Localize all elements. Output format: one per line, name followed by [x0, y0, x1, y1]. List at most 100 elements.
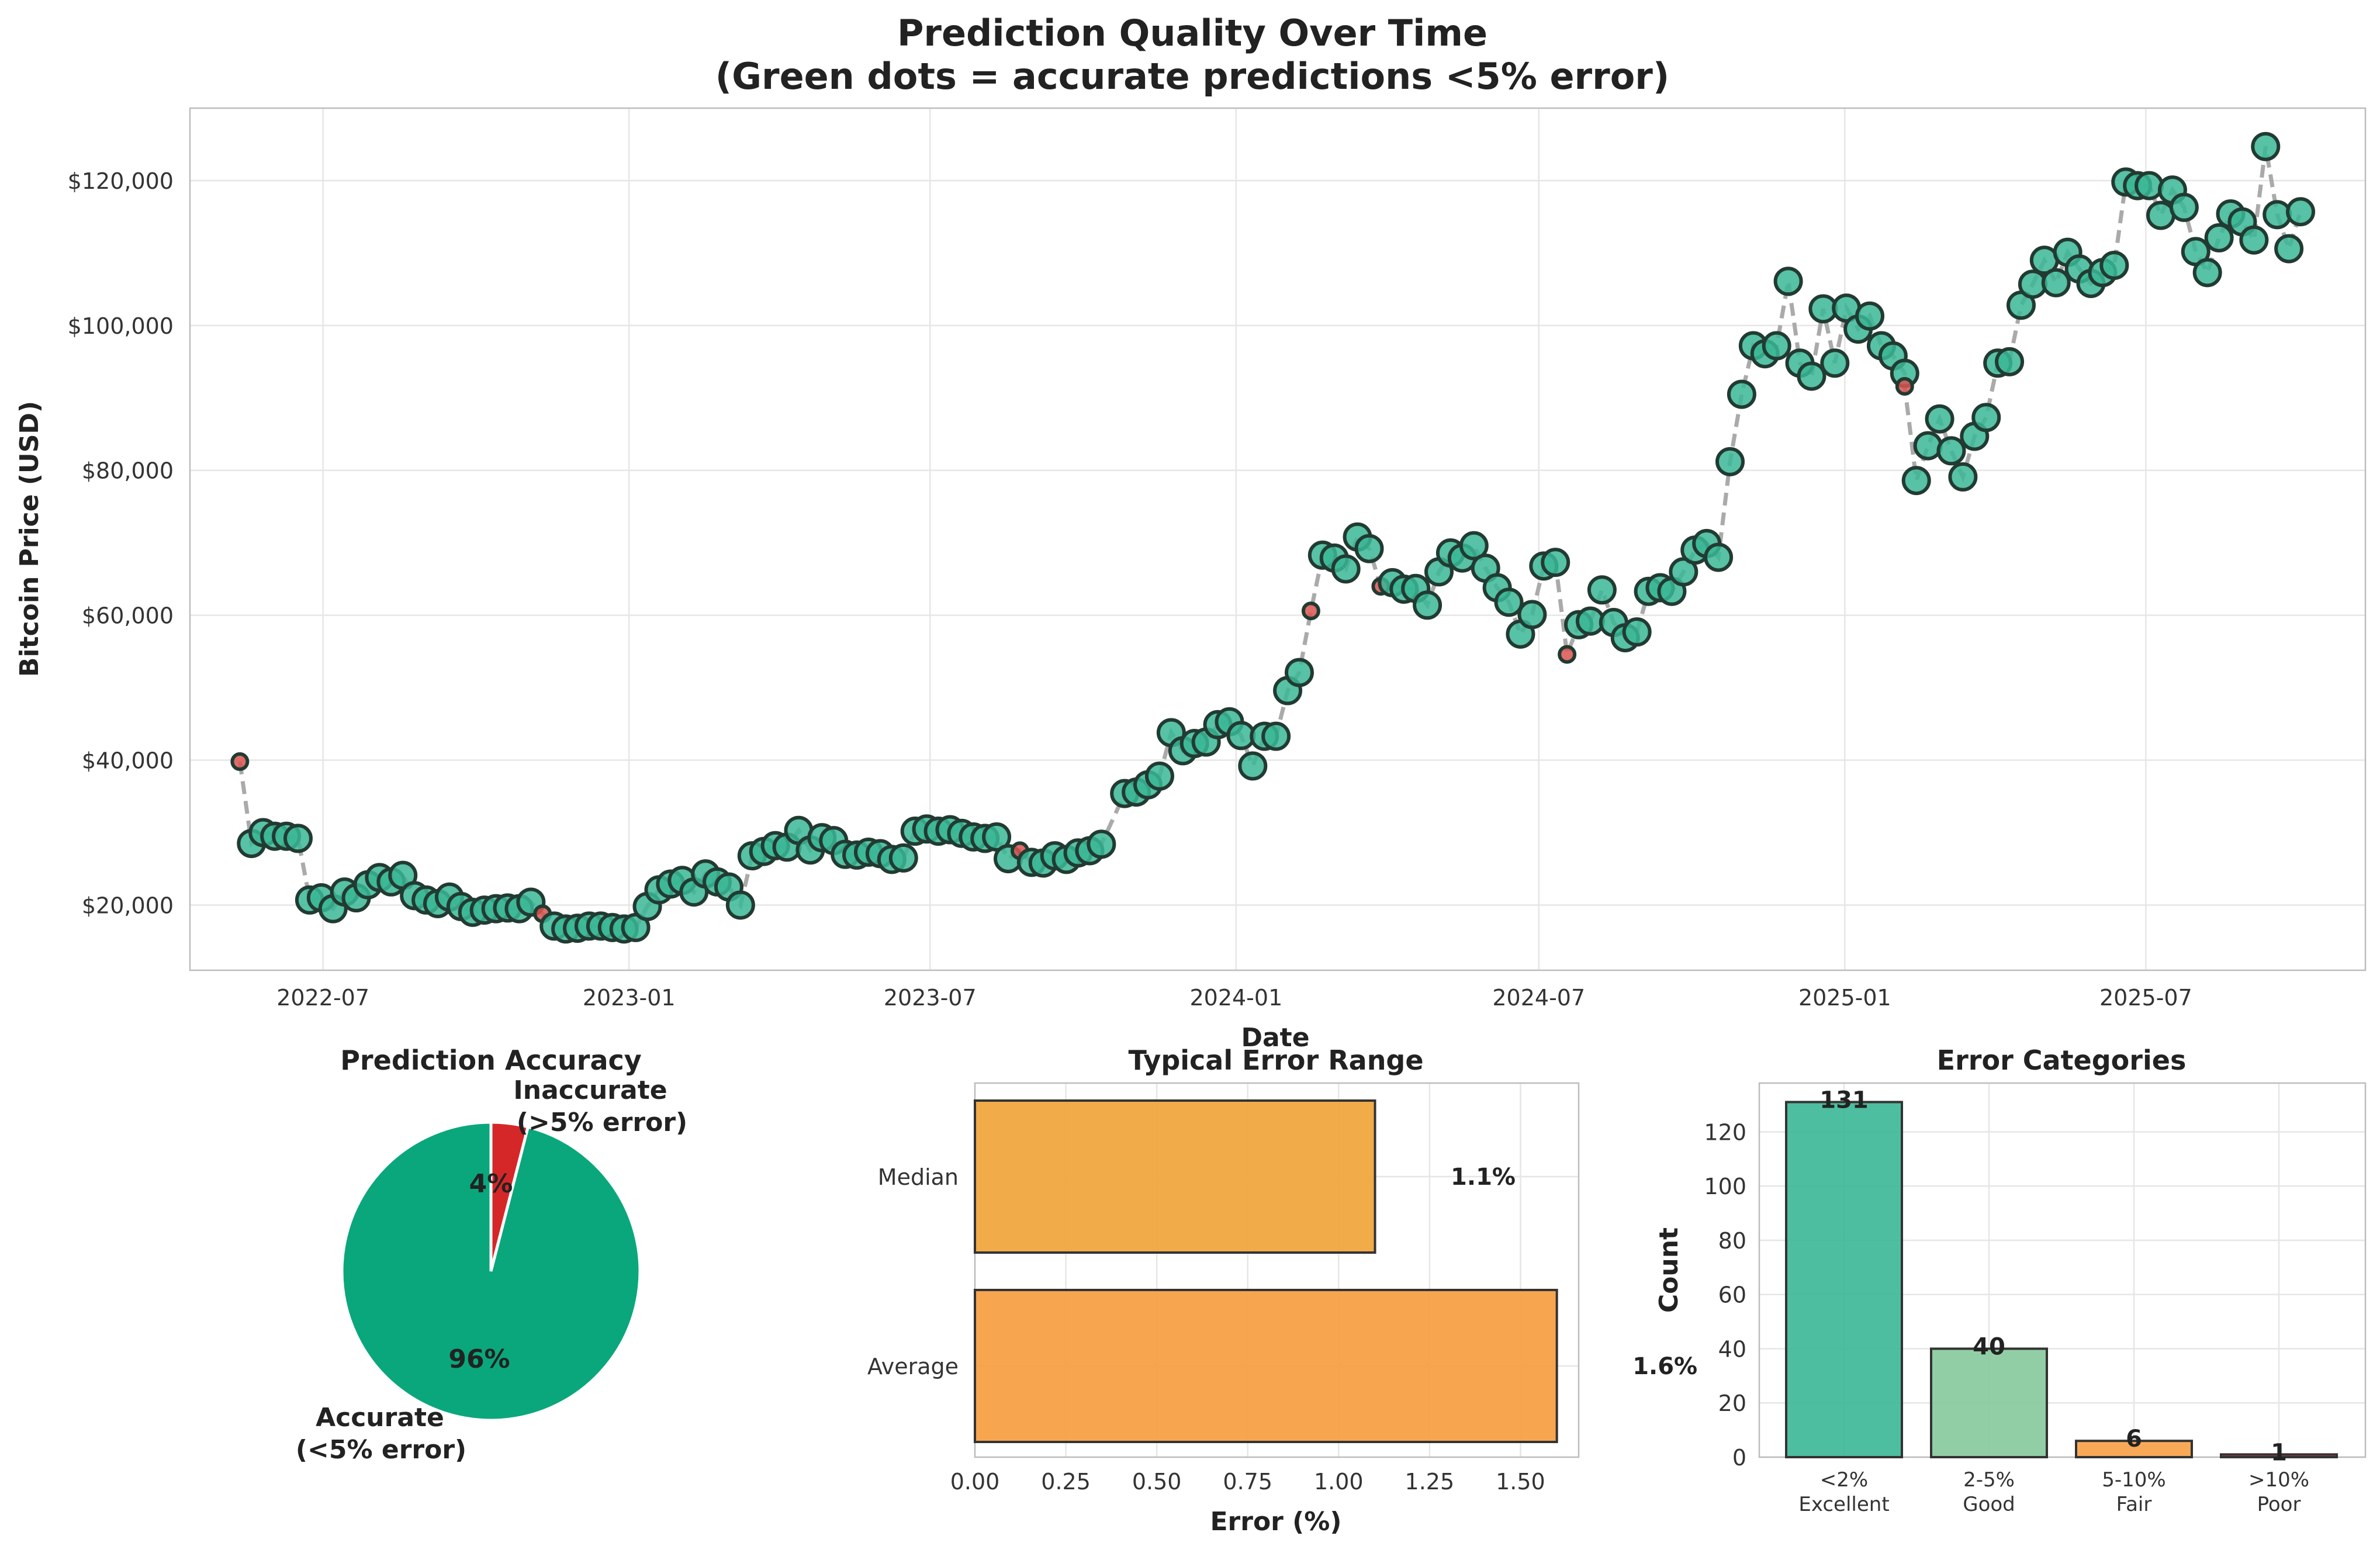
accurate-point: [1773, 267, 1803, 296]
vbar-category-sublabel: Excellent: [1798, 1493, 1889, 1516]
vbar-value-label: 6: [2126, 1426, 2142, 1452]
accurate-point: [725, 890, 755, 920]
hbar-x-tick-label: 0.50: [1132, 1469, 1182, 1495]
price-line: [237, 146, 2303, 931]
pie-pct-inaccurate: 4%: [469, 1169, 513, 1199]
vbar-y-tick-label: 60: [1718, 1282, 1746, 1308]
error-range-chart: Typical Error Range 0.00 0.25 0.50 0.75 1.00…: [867, 1044, 1697, 1537]
accurate-point: [2041, 268, 2071, 298]
pie-label-inaccurate-line2: (>5% error): [517, 1108, 687, 1137]
pie-label-accurate-line2: (<5% error): [296, 1435, 466, 1465]
accurate-point: [1727, 379, 1756, 409]
accurate-point: [1459, 531, 1489, 561]
inaccurate-point: [1895, 376, 1914, 396]
main-y-tick-label: $80,000: [82, 458, 174, 484]
main-y-ticks: $20,000 $40,000 $60,000 $80,000 $100,000 $120…: [68, 168, 174, 918]
hbar-bar-median: [974, 1099, 1376, 1254]
hbar-x-tick-label: 0.00: [950, 1469, 1000, 1495]
hbar-x-label: Error (%): [1210, 1507, 1341, 1537]
accurate-point: [1284, 658, 1314, 687]
accurate-point: [2135, 171, 2164, 200]
accurate-point: [2274, 234, 2304, 264]
accurate-point: [2286, 197, 2316, 227]
vbar-y-tick-label: 100: [1704, 1174, 1746, 1199]
accurate-point: [1587, 575, 1617, 605]
hbar-x-tick-label: 1.25: [1405, 1469, 1455, 1495]
vbar-category-sublabel: Fair: [2116, 1493, 2152, 1516]
pie-title: Prediction Accuracy: [340, 1044, 642, 1076]
accurate-point: [1669, 557, 1698, 587]
accurate-point: [1494, 587, 1524, 617]
accurate-point: [2169, 192, 2199, 222]
vbar-bar-good: [1930, 1347, 2048, 1458]
accurate-point: [888, 843, 918, 873]
accurate-point: [2192, 258, 2222, 288]
main-y-tick-label: $120,000: [68, 168, 174, 194]
accurate-point: [1541, 548, 1570, 577]
vbar-categories: <2%Excellent 2-5%Good 5-10%Fair >10%Poor: [1798, 1468, 2309, 1516]
vbar-category-sublabel: Poor: [2257, 1493, 2301, 1516]
accurate-point: [1762, 331, 1791, 361]
inaccurate-point: [230, 752, 250, 772]
vbar-category-label: >10%: [2248, 1468, 2309, 1492]
accurate-point: [1995, 347, 2025, 376]
vbar-category-sublabel: Good: [1963, 1493, 2015, 1516]
main-x-tick-label: 2022-07: [276, 985, 369, 1011]
vbar-category-label: 5-10%: [2102, 1468, 2165, 1492]
vbar-y-tick-label: 120: [1704, 1119, 1746, 1145]
vbar-y-label: Count: [1654, 1227, 1684, 1313]
hbar-value-label: 1.1%: [1451, 1164, 1516, 1191]
hbar-bar-average: [974, 1289, 1558, 1443]
accurate-point: [1901, 466, 1931, 496]
accurate-point: [1715, 447, 1745, 476]
main-x-tick-label: 2025-07: [2099, 985, 2192, 1011]
pie-pct-accurate: 96%: [448, 1344, 510, 1374]
accurate-point: [1797, 361, 1826, 391]
inaccurate-point: [1558, 645, 1577, 664]
vbar-category-label: <2%: [1820, 1468, 1868, 1492]
accurate-point: [1855, 301, 1885, 331]
price-chart: Prediction Quality Over Time (Green dots…: [15, 12, 2367, 1053]
vbar-title: Error Categories: [1937, 1044, 2187, 1076]
main-y-tick-label: $20,000: [82, 893, 174, 918]
vbar-bar-excellent: [1785, 1101, 1903, 1458]
hbar-title: Typical Error Range: [1128, 1044, 1423, 1076]
main-x-tick-label: 2023-01: [583, 985, 676, 1011]
accurate-point: [2204, 223, 2234, 253]
main-grid: [190, 108, 2365, 970]
vbar-y-ticks: 0 20 40 60 80 100 120: [1704, 1119, 1746, 1471]
hbar-x-tick-label: 1.00: [1314, 1469, 1364, 1495]
main-x-tick-label: 2025-01: [1798, 985, 1891, 1011]
accurate-point: [1144, 761, 1174, 791]
vbar-bar-poor: [2220, 1453, 2338, 1458]
hbar-x-ticks: 0.00 0.25 0.50 0.75 1.00 1.25 1.50: [950, 1469, 1545, 1495]
hbar-category-label: Median: [878, 1164, 959, 1190]
main-title-line2: (Green dots = accurate predictions <5% e…: [715, 55, 1669, 98]
main-y-tick-label: $100,000: [68, 313, 174, 339]
vbar-y-tick-label: 20: [1718, 1391, 1746, 1416]
vbar-value-label: 1: [2271, 1439, 2287, 1466]
accurate-point: [1704, 542, 1734, 572]
hbar-x-tick-label: 1.50: [1496, 1469, 1545, 1495]
vbar-y-tick-label: 40: [1718, 1336, 1746, 1362]
accurate-point: [1354, 534, 1384, 563]
main-y-tick-label: $40,000: [82, 748, 174, 774]
vbar-bar-fair: [2075, 1440, 2193, 1458]
accurate-point: [1913, 431, 1943, 461]
inaccurate-point: [1301, 601, 1320, 621]
vbar-y-tick-label: 80: [1718, 1228, 1746, 1254]
vbar-bars: 131 40 6 1: [1785, 1087, 2338, 1466]
accurate-point: [1820, 348, 1850, 378]
hbar-category-label: Average: [867, 1354, 959, 1379]
main-x-label: Date: [1241, 1023, 1309, 1053]
accurate-point: [2251, 132, 2281, 161]
pie-slices: [340, 1120, 642, 1422]
accurate-point: [1971, 403, 2001, 433]
pie-label-inaccurate-line1: Inaccurate: [513, 1075, 667, 1105]
vbar-value-label: 40: [1973, 1333, 2005, 1360]
vbar-value-label: 131: [1819, 1087, 1869, 1113]
accurate-point: [1261, 721, 1291, 751]
main-x-tick-label: 2023-07: [884, 985, 977, 1011]
hbar-value-label: 1.6%: [1632, 1353, 1697, 1380]
